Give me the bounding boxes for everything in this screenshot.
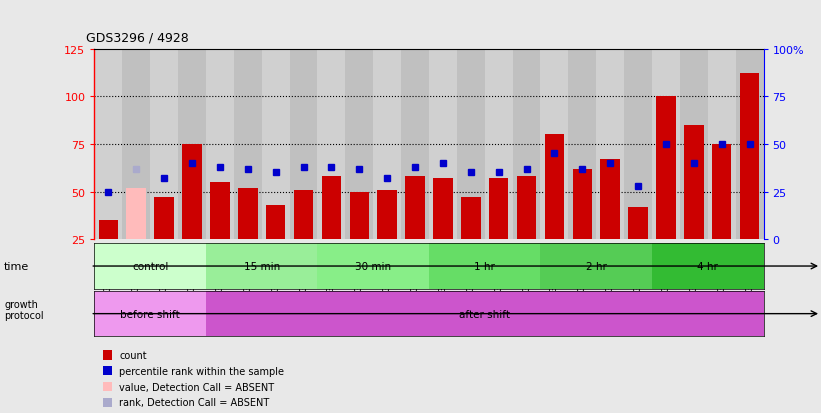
Text: count: count bbox=[119, 350, 147, 360]
Text: 15 min: 15 min bbox=[244, 261, 280, 271]
Text: 1 hr: 1 hr bbox=[475, 261, 495, 271]
Bar bbox=[656, 97, 676, 240]
Bar bbox=[652, 50, 680, 240]
Text: rank, Detection Call = ABSENT: rank, Detection Call = ABSENT bbox=[119, 397, 269, 407]
Bar bbox=[150, 50, 178, 240]
Text: after shift: after shift bbox=[459, 309, 510, 319]
Bar bbox=[346, 50, 374, 240]
Bar bbox=[406, 177, 424, 240]
Bar bbox=[568, 50, 596, 240]
Bar bbox=[350, 192, 369, 240]
Bar bbox=[708, 50, 736, 240]
Bar bbox=[429, 50, 456, 240]
Bar bbox=[572, 169, 592, 240]
Bar bbox=[489, 179, 508, 240]
Text: growth
protocol: growth protocol bbox=[4, 299, 44, 320]
Bar bbox=[94, 291, 206, 337]
Bar bbox=[484, 50, 512, 240]
Bar bbox=[512, 50, 540, 240]
Bar bbox=[374, 50, 401, 240]
Bar bbox=[94, 244, 206, 289]
Text: time: time bbox=[4, 261, 30, 271]
Bar bbox=[429, 244, 540, 289]
Text: 30 min: 30 min bbox=[355, 261, 392, 271]
Bar bbox=[461, 198, 480, 240]
Text: before shift: before shift bbox=[121, 309, 180, 319]
Bar bbox=[262, 50, 290, 240]
Text: control: control bbox=[132, 261, 168, 271]
Bar bbox=[712, 145, 732, 240]
Bar bbox=[122, 50, 150, 240]
Bar bbox=[182, 145, 202, 240]
Text: 4 hr: 4 hr bbox=[697, 261, 718, 271]
Bar bbox=[99, 221, 118, 240]
Bar bbox=[154, 198, 174, 240]
Text: value, Detection Call = ABSENT: value, Detection Call = ABSENT bbox=[119, 382, 274, 392]
Bar bbox=[266, 205, 286, 240]
Text: percentile rank within the sample: percentile rank within the sample bbox=[119, 366, 284, 376]
Bar bbox=[456, 50, 484, 240]
Bar bbox=[600, 160, 620, 240]
Bar bbox=[234, 50, 262, 240]
Bar bbox=[294, 190, 314, 240]
Bar bbox=[318, 244, 429, 289]
Bar bbox=[401, 50, 429, 240]
Bar bbox=[596, 50, 624, 240]
Bar bbox=[652, 244, 764, 289]
Bar bbox=[544, 135, 564, 240]
Bar bbox=[290, 50, 318, 240]
Bar bbox=[540, 244, 652, 289]
Bar bbox=[206, 50, 234, 240]
Bar bbox=[322, 177, 342, 240]
Bar bbox=[94, 50, 122, 240]
Bar bbox=[680, 50, 708, 240]
Bar bbox=[178, 50, 206, 240]
Bar bbox=[433, 179, 452, 240]
Bar bbox=[318, 50, 346, 240]
Bar bbox=[126, 188, 146, 240]
Text: GDS3296 / 4928: GDS3296 / 4928 bbox=[86, 31, 189, 44]
Bar bbox=[740, 74, 759, 240]
Text: 2 hr: 2 hr bbox=[586, 261, 607, 271]
Bar bbox=[206, 291, 764, 337]
Bar bbox=[378, 190, 397, 240]
Bar bbox=[628, 207, 648, 240]
Bar bbox=[540, 50, 568, 240]
Bar bbox=[736, 50, 764, 240]
Bar bbox=[206, 244, 318, 289]
Bar bbox=[210, 183, 230, 240]
Bar bbox=[624, 50, 652, 240]
Bar bbox=[238, 188, 258, 240]
Bar bbox=[516, 177, 536, 240]
Bar bbox=[684, 126, 704, 240]
